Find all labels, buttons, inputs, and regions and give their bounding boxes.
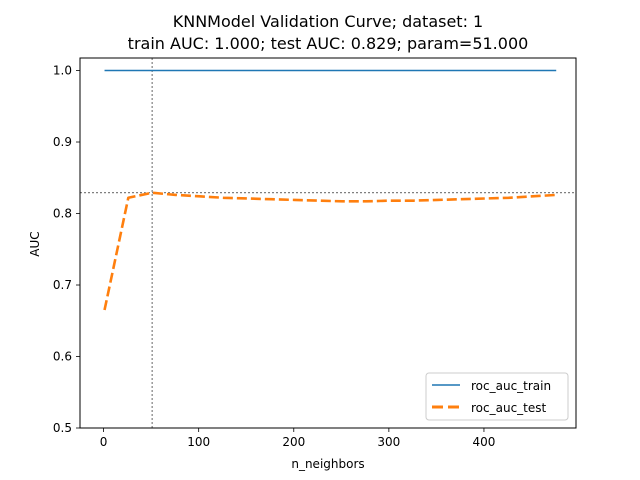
- x-tick-label: 400: [472, 435, 495, 449]
- x-tick-label: 100: [187, 435, 210, 449]
- y-tick-label: 0.8: [53, 207, 72, 221]
- x-axis-label: n_neighbors: [291, 457, 364, 471]
- x-tick-label: 0: [100, 435, 108, 449]
- legend-box: [425, 372, 569, 421]
- legend-train-label: roc_auc_train: [471, 379, 551, 393]
- y-tick-label: 1.0: [53, 64, 72, 78]
- legend: roc_auc_train roc_auc_test: [425, 372, 569, 421]
- chart-title-line-2: train AUC: 1.000; test AUC: 0.829; param…: [128, 34, 529, 53]
- axes-frame: [79, 57, 577, 429]
- x-axis-ticks: 0 100 200 300 400: [100, 428, 495, 449]
- y-axis-label: AUC: [28, 231, 42, 256]
- reference-lines: [80, 58, 576, 428]
- series-lines: [103, 69, 557, 311]
- chart-title-line-1: KNNModel Validation Curve; dataset: 1: [173, 12, 483, 31]
- y-axis-ticks: 0.5 0.6 0.7 0.8 0.9 1.0: [53, 64, 80, 435]
- series-line-roc-auc-test: [103, 191, 557, 311]
- legend-test-label: roc_auc_test: [471, 401, 547, 415]
- x-tick-label: 300: [377, 435, 400, 449]
- y-tick-label: 0.7: [53, 278, 72, 292]
- y-tick-label: 0.9: [53, 135, 72, 149]
- plot-area: 0 100 200 300 400 0.5 0.6 0.7 0.8 0.9 1.0: [53, 57, 577, 449]
- y-tick-label: 0.5: [53, 421, 72, 435]
- y-tick-label: 0.6: [53, 350, 72, 364]
- x-tick-label: 200: [282, 435, 305, 449]
